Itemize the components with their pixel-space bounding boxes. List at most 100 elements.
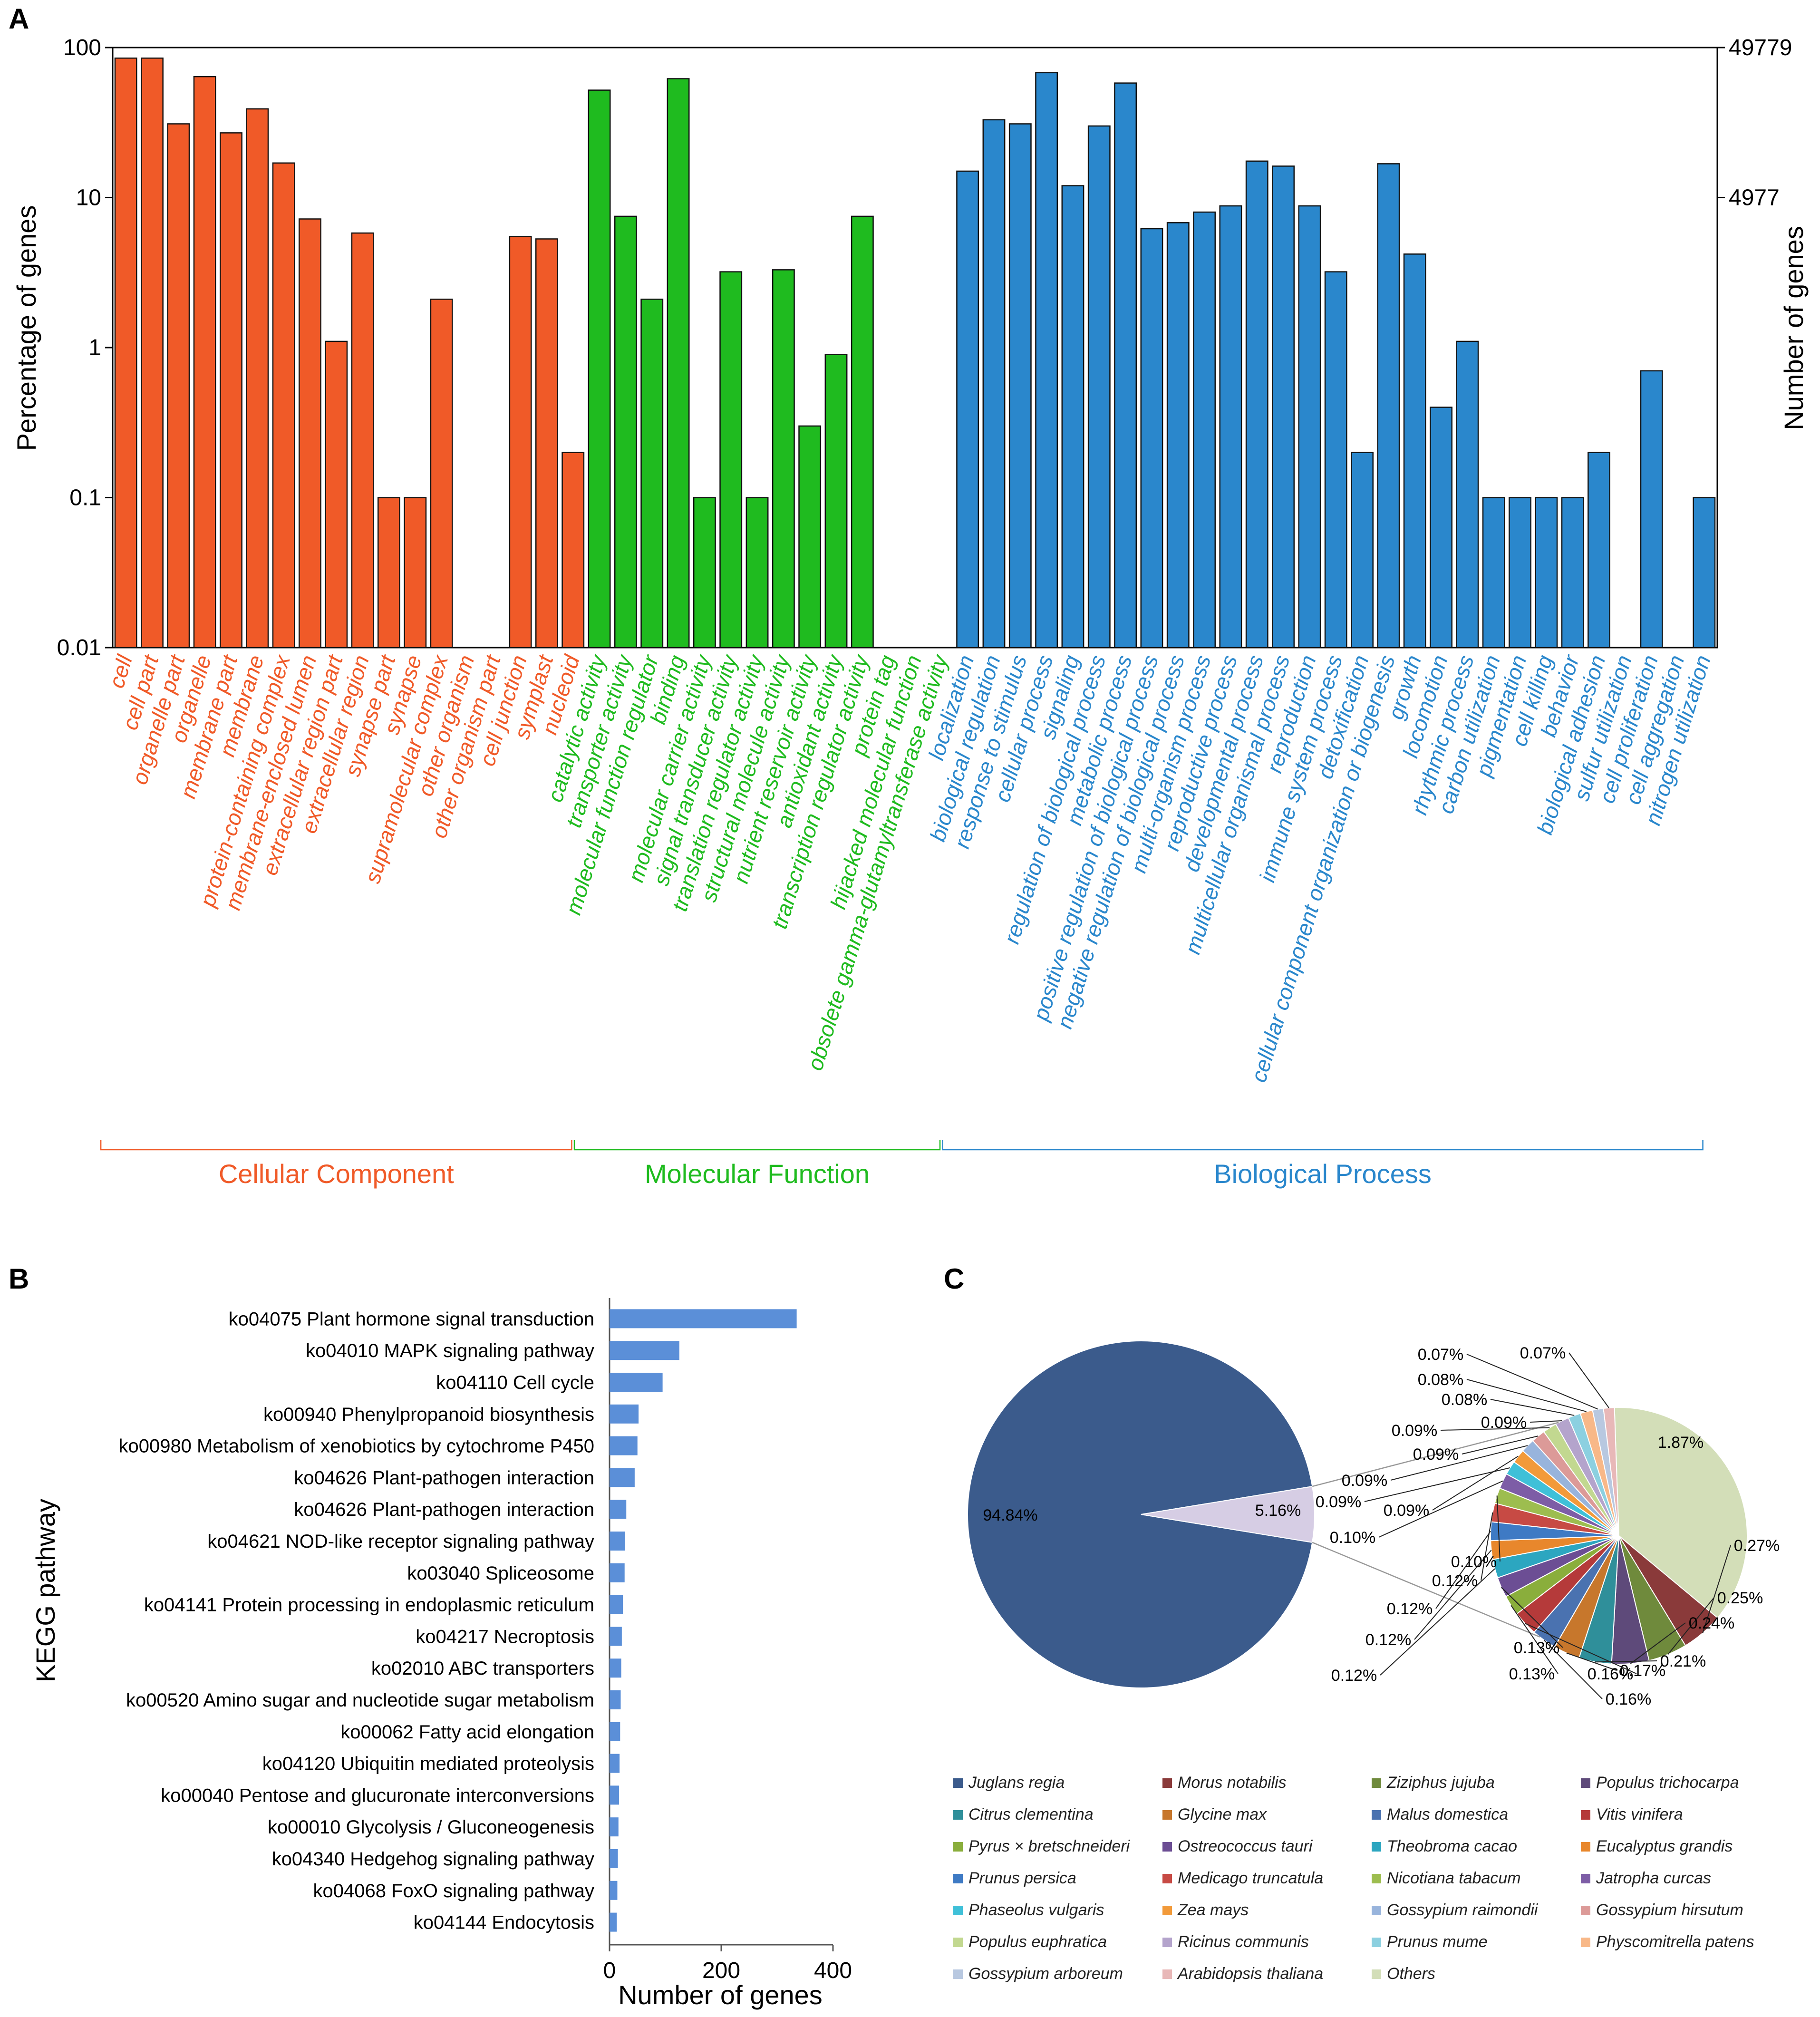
go-bar [1061, 185, 1084, 649]
go-y-tick-label: 100 [63, 35, 101, 60]
kegg-pathway-label: ko04075 Plant hormone signal transductio… [229, 1309, 594, 1329]
go-bar [1193, 211, 1216, 649]
legend-swatch [1372, 1842, 1381, 1852]
legend-swatch [1162, 1969, 1172, 1979]
legend-label: Phaseolus vulgaris [968, 1901, 1104, 1919]
go-bar [719, 271, 743, 649]
kegg-bar [610, 1341, 679, 1360]
go-bar [745, 497, 769, 649]
kegg-pathway-label: ko04144 Endocytosis [414, 1912, 594, 1933]
go-y-tick-label: 0.01 [57, 635, 101, 660]
detail-pie-label: 0.16% [1588, 1665, 1633, 1683]
pie-leader-line [1364, 1467, 1510, 1502]
detail-pie-label: 0.13% [1514, 1639, 1559, 1657]
legend-swatch [953, 1874, 963, 1883]
kegg-pathway-label: ko04217 Necroptosis [416, 1626, 594, 1647]
legend-label: Gossypium raimondii [1387, 1901, 1539, 1919]
legend-swatch [953, 1969, 963, 1979]
legend-swatch [953, 1810, 963, 1820]
legend-swatch [1581, 1778, 1590, 1788]
legend-swatch [1162, 1842, 1172, 1852]
kegg-pathway-label: ko04621 NOD-like receptor signaling path… [207, 1531, 594, 1552]
go-bar [614, 215, 637, 649]
pie-leader-line [1440, 1427, 1550, 1431]
go-bar [299, 218, 321, 649]
kegg-bar [610, 1817, 619, 1837]
legend-swatch [953, 1778, 963, 1788]
legend-swatch [1372, 1874, 1381, 1883]
legend-swatch [1162, 1874, 1172, 1883]
kegg-pathway-label: ko04010 MAPK signaling pathway [306, 1340, 594, 1361]
go-bar [772, 269, 795, 649]
go-bar [1245, 160, 1268, 649]
pie-leader-line [1435, 1531, 1491, 1609]
legend-swatch [1372, 1938, 1381, 1947]
species-distribution-pie: 94.84% 5.16% 1.87% 0.27% 0.25% 0.24% 0.21%0.17… [953, 1340, 1780, 1983]
go-bar [1114, 82, 1137, 649]
go-bar [220, 132, 242, 649]
detail-pie-label: 0.07% [1520, 1344, 1566, 1362]
kegg-pathway-label: ko04110 Cell cycle [436, 1372, 594, 1393]
legend-label: Malus domestica [1387, 1805, 1508, 1823]
go-y-axis-title: Percentage of genes [11, 205, 41, 451]
go-bar [114, 58, 137, 649]
go-bar [325, 340, 348, 649]
kegg-bar [610, 1785, 619, 1805]
pie-connector-line [1312, 1542, 1540, 1638]
kegg-x-tick-label: 200 [702, 1958, 740, 1983]
detail-pie-label: 0.24% [1689, 1614, 1734, 1632]
legend-label: Populus euphratica [968, 1933, 1107, 1951]
go-bar [588, 89, 611, 649]
detail-pie-label: 0.13% [1509, 1665, 1555, 1683]
go-bar [982, 119, 1006, 649]
go-bar [1640, 370, 1663, 649]
go-bar [561, 452, 585, 649]
go-bar [1140, 228, 1163, 649]
legend-swatch [1162, 1778, 1172, 1788]
kegg-pathway-label: ko00520 Amino sugar and nucleotide sugar… [126, 1690, 594, 1711]
go-bar [798, 425, 822, 649]
kegg-pathway-label: ko04626 Plant-pathogen interaction [294, 1467, 594, 1488]
detail-pie-label: 0.21% [1660, 1652, 1706, 1670]
go-y-tick-label: 0.1 [69, 485, 101, 511]
legend-label: Nicotiana tabacum [1387, 1869, 1521, 1887]
go-bar [667, 78, 690, 649]
pie-leader-line [1378, 1480, 1503, 1538]
kegg-pathway-label: ko02010 ABC transporters [371, 1658, 594, 1679]
go-bar [851, 215, 874, 649]
legend-swatch [953, 1906, 963, 1915]
legend-swatch [1372, 1778, 1381, 1788]
legend-swatch [1372, 1906, 1381, 1915]
kegg-bar [610, 1690, 621, 1709]
go-bar [272, 162, 295, 649]
go-bar [1272, 165, 1295, 649]
go-y-tick-label: 1 [88, 335, 101, 360]
kegg-bar [610, 1881, 618, 1900]
legend-label: Vitis vinifera [1596, 1805, 1683, 1823]
legend-swatch [1581, 1938, 1590, 1947]
legend-swatch [1581, 1842, 1590, 1852]
kegg-pathway-label: ko04626 Plant-pathogen interaction [294, 1499, 594, 1520]
detail-pie-label: 0.09% [1384, 1502, 1429, 1520]
go-bar [378, 497, 400, 649]
pie-connector-line [1312, 1422, 1559, 1487]
detail-pie-label: 0.09% [1413, 1445, 1459, 1464]
detail-pie-label: 0.12% [1331, 1667, 1377, 1685]
legend-label: Morus notabilis [1178, 1774, 1287, 1792]
go-bar [956, 170, 979, 649]
go-y2-tick-label: 4977 [1729, 185, 1780, 211]
legend-label: Others [1387, 1965, 1435, 1983]
kegg-bar [610, 1849, 618, 1868]
pie-leader-line [1466, 1354, 1598, 1410]
kegg-pathway-label: ko00940 Phenylpropanoid biosynthesis [263, 1404, 594, 1425]
kegg-bar [610, 1500, 627, 1519]
kegg-bar [610, 1754, 620, 1773]
pie-leader-line [1490, 1399, 1575, 1416]
go-group-bracket [573, 1140, 941, 1151]
go-bar [693, 497, 716, 649]
legend-label: Pyrus × bretschneideri [968, 1837, 1131, 1855]
kegg-bar [610, 1309, 797, 1329]
legend-swatch [953, 1938, 963, 1947]
detail-pie-label: 0.27% [1734, 1537, 1780, 1555]
detail-pie-label: 0.12% [1387, 1600, 1433, 1618]
